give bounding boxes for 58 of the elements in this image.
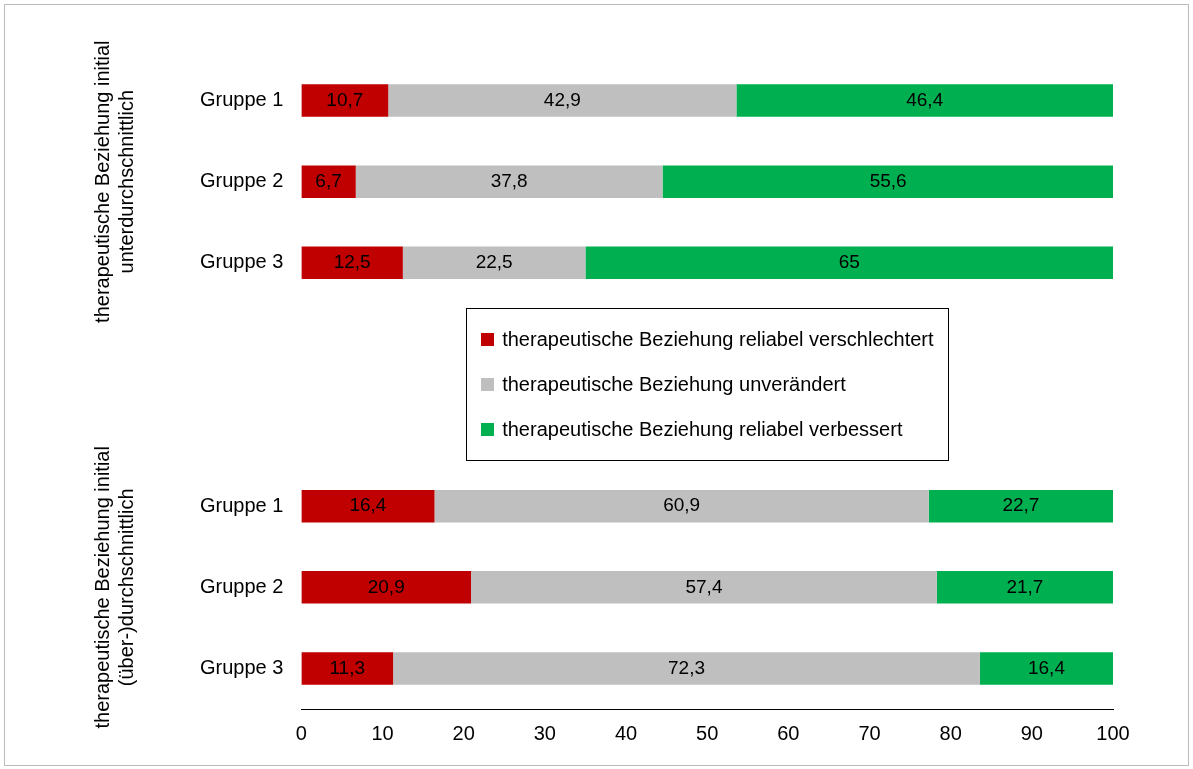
x-tick-label: 20 [452,721,475,744]
data-label: 16,4 [349,494,387,516]
x-tick-label: 50 [696,721,719,744]
data-label: 10,7 [326,88,364,110]
data-label: 6,7 [315,169,342,191]
bar [402,246,586,280]
bar [388,84,737,117]
text: therapeutische Beziehung initial (über-)durchschnittlich [90,446,137,729]
y-tick-label: Gruppe 1 [200,88,284,111]
bar [979,652,1113,685]
bar [301,246,403,280]
bar [662,165,1113,198]
bar [301,165,356,198]
data-label: 57,4 [685,575,723,597]
x-tick-label: 80 [939,721,962,744]
x-tick-label: 100 [1096,721,1130,744]
legend-label: therapeutische Beziehung reliabel verschlechtert [501,327,934,352]
data-label: 21,7 [1006,575,1044,597]
data-label: 22,5 [475,251,513,273]
data-label: 11,3 [329,656,366,678]
bar [471,571,937,604]
x-tick-label: 0 [295,721,307,744]
bar [301,84,389,117]
legend-label: therapeutische Beziehung unverändert [501,372,847,397]
data-label: 42,9 [543,88,581,110]
data-label: 46,4 [906,88,944,110]
data-label: 12,5 [333,251,371,273]
bar [736,84,1113,117]
bar [585,246,1113,280]
x-tick-label: 90 [1020,721,1043,744]
data-label: 55,6 [869,169,907,191]
data-label: 60,9 [663,494,701,516]
y-tick-label: Gruppe 1 [200,493,284,516]
bar [355,165,663,198]
x-tick-label: 10 [371,721,394,744]
y-tick-label: Gruppe 2 [200,574,284,597]
legend-label: therapeutische Beziehung reliabel verbessert [501,417,904,442]
x-tick-label: 70 [858,721,881,744]
data-label: 22,7 [1002,494,1040,516]
x-tick-label: 40 [614,721,638,744]
x-tick-label: 60 [777,721,800,744]
bar [434,489,929,523]
y-tick-label: Gruppe 3 [200,250,284,273]
y-tick-label: Gruppe 2 [200,169,284,192]
data-label: 16,4 [1027,656,1066,678]
bar [301,571,472,604]
data-label: 65 [838,251,860,273]
x-tick-label: 30 [533,721,556,744]
bar [928,489,1113,523]
text: therapeutische Beziehung initial unterdurchschnittlich [90,40,137,323]
data-label: 37,8 [490,169,528,191]
data-label: 72,3 [668,656,705,678]
bar [936,571,1113,604]
bar [301,489,435,523]
data-label: 20,9 [367,575,405,597]
y-tick-label: Gruppe 3 [200,655,284,678]
bar [393,652,980,685]
bar [301,652,394,685]
